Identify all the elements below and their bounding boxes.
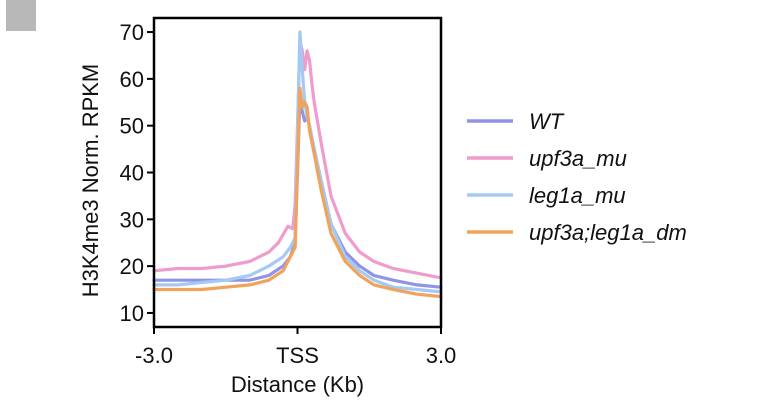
y-axis-title: H3K4me3 Norm. RPKM <box>78 64 103 298</box>
legend-label: upf3a_mu <box>529 146 627 171</box>
y-tick-label: 40 <box>120 161 144 186</box>
series-line-upf3a-mu <box>152 39 443 280</box>
panel-label-box <box>6 0 36 31</box>
legend-label: upf3a;leg1a_dm <box>529 220 687 245</box>
series-line-upf3a-leg1a-dm <box>152 86 443 299</box>
x-axis-title: Distance (Kb) <box>231 372 364 397</box>
x-tick-label: 3.0 <box>426 343 457 368</box>
x-tick-label: TSS <box>276 343 319 368</box>
x-tick-label: -3.0 <box>135 343 173 368</box>
y-tick-label: 30 <box>120 207 144 232</box>
legend-label: leg1a_mu <box>529 183 626 208</box>
y-tick-label: 20 <box>120 254 144 279</box>
y-tick-label: 10 <box>120 301 144 326</box>
series-line-leg1a-mu <box>152 30 443 294</box>
y-tick-label: 60 <box>120 67 144 92</box>
legend-label: WT <box>529 109 565 134</box>
series-line-wt <box>152 96 443 289</box>
y-tick-label: 70 <box>120 20 144 45</box>
y-tick-label: 50 <box>120 114 144 139</box>
